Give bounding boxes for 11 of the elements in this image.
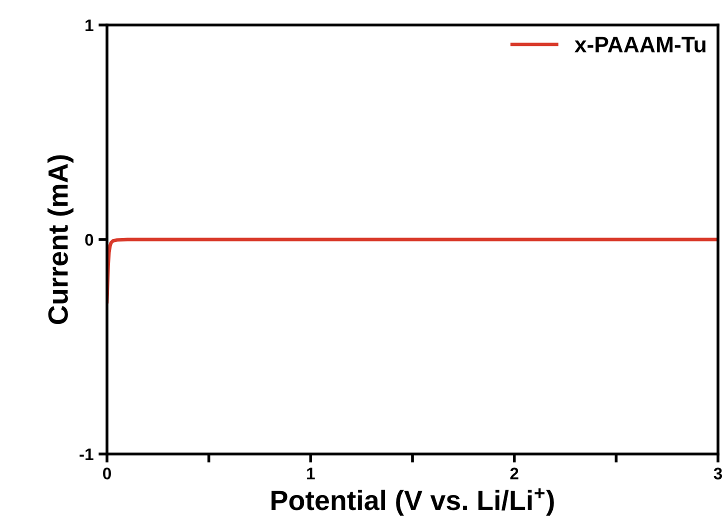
x-tick-label: 1 <box>307 468 315 480</box>
x-tick-label: 0 <box>103 468 111 480</box>
x-tick-label: 3 <box>714 468 722 480</box>
legend-label: x-PAAAM-Tu <box>574 36 706 52</box>
y-tick-label: -1 <box>80 448 94 460</box>
x-axis-title: Potential (V vs. Li/Li$^{+}$) <box>272 488 554 516</box>
line-series <box>107 238 718 304</box>
y-tick-label: 1 <box>86 20 94 32</box>
y-tick-label: 0 <box>85 234 94 246</box>
y-axis-title: Current (mA) <box>48 155 74 324</box>
x-tick-label: 2 <box>510 468 518 480</box>
